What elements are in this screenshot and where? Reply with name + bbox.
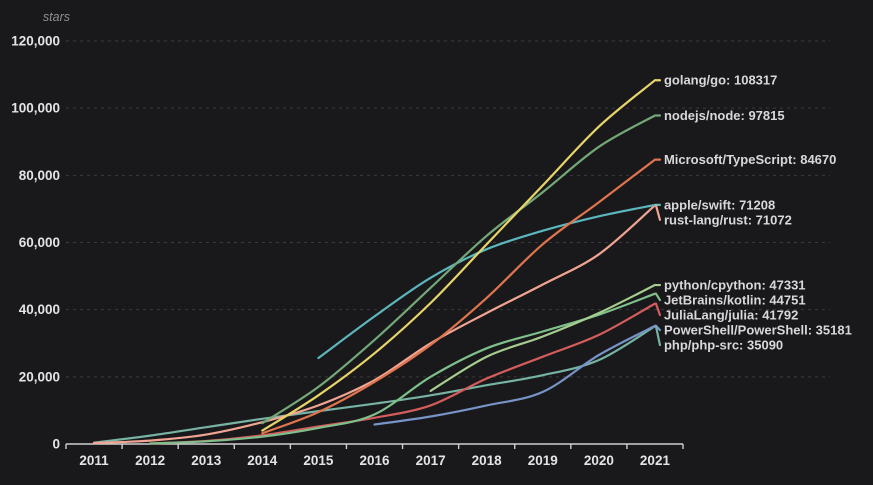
- x-tick-label: 2015: [303, 453, 334, 468]
- x-tick-label: 2016: [359, 453, 390, 468]
- label-connector-jetbrains-kotlin: [654, 292, 662, 302]
- series-line-powershell-powershell: [373, 324, 657, 426]
- y-tick-label: 20,000: [19, 369, 60, 384]
- y-tick-label: 0: [52, 437, 60, 452]
- series-line-rust-lang-rust: [92, 204, 657, 445]
- series-label-golang-go: golang/go: 108317: [664, 73, 777, 88]
- series-label-jetbrains-kotlin: JetBrains/kotlin: 44751: [664, 293, 806, 308]
- y-tick-label: 40,000: [19, 302, 60, 317]
- y-tick-label: 80,000: [19, 168, 60, 183]
- series-line-microsoft-typescript: [261, 158, 657, 435]
- x-tick-label: 2013: [191, 453, 222, 468]
- series-label-nodejs-node: nodejs/node: 97815: [664, 108, 785, 123]
- y-tick-label: 120,000: [11, 34, 60, 49]
- series-line-python-cpython: [429, 283, 657, 392]
- label-connector-rust-lang-rust: [654, 204, 662, 221]
- label-connector-julialang-julia: [654, 302, 662, 317]
- x-tick-label: 2020: [584, 453, 614, 468]
- x-tick-label: 2011: [79, 453, 109, 468]
- series-line-jetbrains-kotlin: [149, 292, 657, 445]
- series-line-php-php-src: [92, 325, 657, 444]
- x-tick-label: 2021: [640, 453, 671, 468]
- series-label-apple-swift: apple/swift: 71208: [664, 197, 775, 212]
- x-tick-label: 2018: [472, 453, 503, 468]
- y-tick-label: 60,000: [19, 235, 60, 250]
- series-line-golang-go: [261, 79, 657, 432]
- series-line-nodejs-node: [261, 114, 657, 425]
- x-tick-label: 2019: [528, 453, 558, 468]
- series-line-julialang-julia: [149, 302, 657, 445]
- x-tick-label: 2014: [247, 453, 278, 468]
- x-tick-label: 2017: [416, 453, 446, 468]
- series-label-php-php-src: php/php-src: 35090: [664, 338, 783, 353]
- label-connector-php-php-src: [654, 325, 662, 347]
- x-tick-label: 2012: [135, 453, 165, 468]
- series-label-rust-lang-rust: rust-lang/rust: 71072: [664, 212, 792, 227]
- series-label-microsoft-typescript: Microsoft/TypeScript: 84670: [664, 152, 836, 167]
- y-tick-label: 100,000: [11, 101, 60, 116]
- series-label-powershell-powershell: PowerShell/PowerShell: 35181: [664, 323, 852, 338]
- y-axis-title: stars: [42, 10, 70, 24]
- series-line-apple-swift: [317, 203, 657, 360]
- series-label-python-cpython: python/cpython: 47331: [664, 278, 806, 293]
- series-label-julialang-julia: JuliaLang/julia: 41792: [664, 308, 798, 323]
